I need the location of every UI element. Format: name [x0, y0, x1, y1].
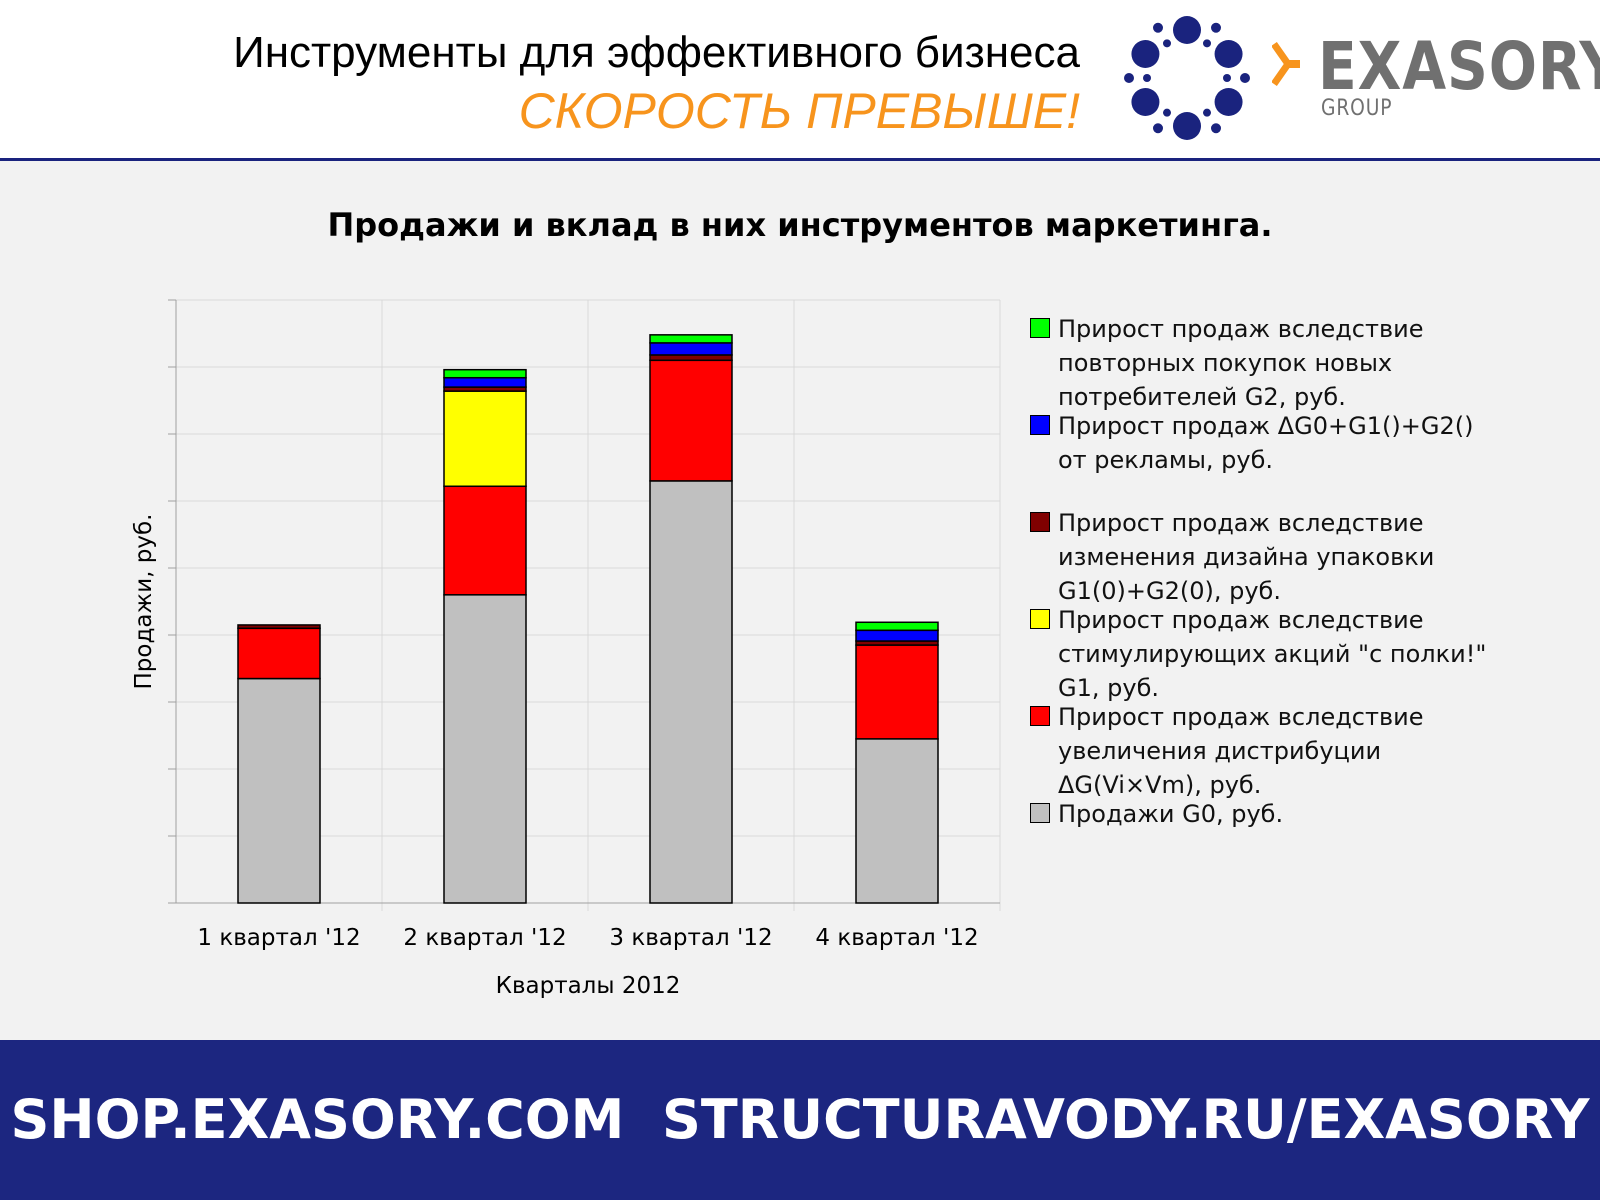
logo-dot-small — [1203, 108, 1211, 117]
brand-name: EXASORY — [1318, 28, 1600, 105]
bar-segment-2-1 — [443, 594, 527, 904]
y-axis-title: Продажи, руб. — [131, 514, 157, 690]
logo-dot-small — [1223, 74, 1231, 82]
header-bar: Инструменты для эффективного бизнеса СКО… — [0, 0, 1600, 161]
logo-dot-small — [1143, 74, 1151, 82]
footer-links: SHOP.EXASORY.COM STRUCTURAVODY.RU/EXASOR… — [10, 1088, 1590, 1151]
dotted-ring-logo-icon — [1124, 16, 1250, 140]
bar-segment-2-2 — [443, 485, 527, 596]
bar-segment-4-5 — [855, 629, 939, 642]
logo-dot-large — [1173, 112, 1201, 140]
header-slogan: СКОРОСТЬ ПРЕВЫШЕ! — [518, 83, 1080, 139]
logo-dot-small — [1163, 39, 1171, 48]
logo-dot-large — [1214, 40, 1243, 68]
bar-segment-3-6 — [649, 334, 733, 344]
bar-segment-3-1 — [649, 480, 733, 904]
bar-segment-1-2 — [237, 627, 321, 680]
bar-segment-4-6 — [855, 621, 939, 632]
legend-label: Прирост продаж вследствие изменения диза… — [1058, 509, 1435, 605]
logo-dot-small — [1211, 22, 1221, 33]
bar-segment-1-1 — [237, 677, 321, 904]
logo-dot-small — [1153, 123, 1163, 134]
legend-item: Прирост продаж вследствие стимулирующих … — [1030, 603, 1500, 705]
logo-dot-large — [1131, 40, 1160, 68]
legend-label: Прирост продаж вследствие повторных поку… — [1058, 315, 1424, 411]
x-tick-label: 1 квартал '12 — [197, 925, 360, 951]
legend-label: Продажи G0, руб. — [1058, 800, 1284, 828]
bar-segment-2-6 — [443, 368, 527, 379]
bar-segment-2-3 — [443, 390, 527, 488]
legend-item: Прирост продаж вследствие изменения диза… — [1030, 506, 1500, 608]
legend-item: Прирост продаж вследствие увеличения дис… — [1030, 700, 1500, 802]
legend-swatch — [1030, 415, 1050, 435]
logo-dot-small — [1203, 39, 1211, 48]
logo-dot-small — [1153, 22, 1163, 33]
logo-dot-large — [1214, 88, 1243, 116]
x-tick-label: 3 квартал '12 — [609, 925, 772, 951]
legend-swatch — [1030, 803, 1050, 823]
bar-segment-3-4 — [649, 354, 733, 362]
chart-title: Продажи и вклад в них инструментов марке… — [327, 206, 1273, 244]
header-title: Инструменты для эффективного бизнеса — [233, 28, 1080, 77]
logo-dot-large — [1173, 16, 1201, 44]
brand-sub: GROUP — [1321, 96, 1393, 121]
legend-swatch — [1030, 512, 1050, 532]
x-tick-label: 4 квартал '12 — [815, 925, 978, 951]
logo-dot-small — [1211, 123, 1221, 134]
legend-item: Продажи G0, руб. — [1030, 797, 1500, 831]
logo-dot-small — [1163, 108, 1171, 117]
x-axis-title: Кварталы 2012 — [496, 973, 681, 999]
legend-swatch — [1030, 609, 1050, 629]
bar-segment-4-1 — [855, 738, 939, 904]
legend-item: Прирост продаж ΔG0+G1()+G2() от рекламы,… — [1030, 409, 1500, 477]
legend-label: Прирост продаж вследствие стимулирующих … — [1058, 606, 1487, 702]
legend-label: Прирост продаж ΔG0+G1()+G2() от рекламы,… — [1058, 412, 1474, 474]
bar-segment-3-2 — [649, 359, 733, 482]
bar-segment-2-5 — [443, 376, 527, 388]
bar-segment-3-5 — [649, 342, 733, 356]
logo-dot-small — [1124, 73, 1134, 83]
logo-dot-small — [1240, 73, 1250, 83]
legend-swatch — [1030, 706, 1050, 726]
legend-item: Прирост продаж вследствие повторных поку… — [1030, 312, 1500, 414]
bar-segment-1-4 — [237, 624, 321, 630]
stacked-bar-chart: 1 квартал '12 2 квартал '12 3 квартал '12 4… — [131, 299, 1001, 999]
logo-dot-large — [1131, 88, 1160, 116]
orange-arrow-icon — [1272, 42, 1300, 86]
bar-segment-4-2 — [855, 644, 939, 740]
x-tick-label: 2 квартал '12 — [403, 925, 566, 951]
legend-label: Прирост продаж вследствие увеличения дис… — [1058, 703, 1424, 799]
footer-bar: SHOP.EXASORY.COM STRUCTURAVODY.RU/EXASOR… — [0, 1040, 1600, 1200]
legend-swatch — [1030, 318, 1050, 338]
